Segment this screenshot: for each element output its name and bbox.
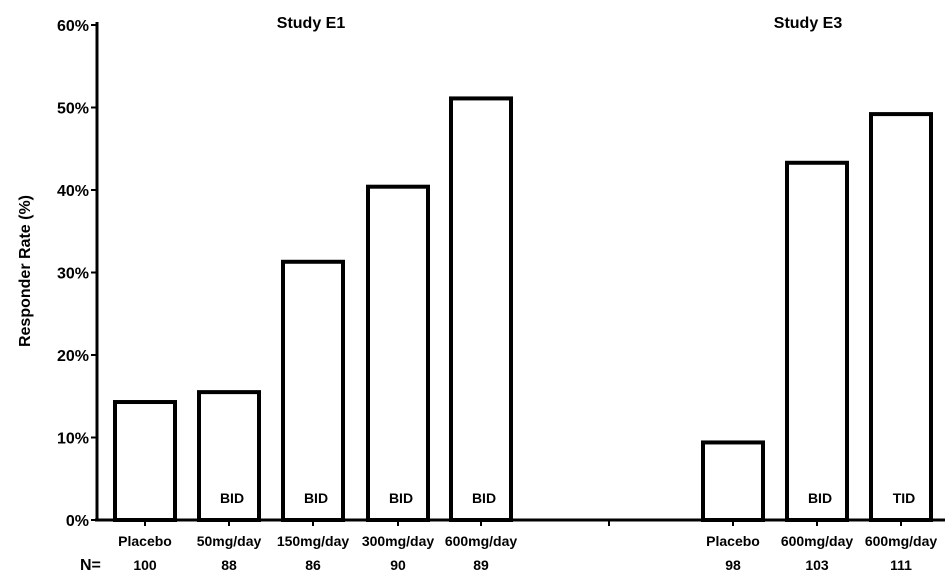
bar — [366, 184, 430, 522]
bar-regimen-label: BID — [472, 490, 496, 506]
x-n-label: 86 — [305, 557, 321, 573]
x-category-label: 50mg/day — [197, 533, 262, 549]
x-category-label: Placebo — [118, 533, 172, 549]
y-axis-title: Responder Rate (%) — [17, 195, 34, 347]
x-n-label: 89 — [473, 557, 489, 573]
bar — [449, 96, 513, 523]
x-n-label: 98 — [725, 557, 741, 573]
x-n-label: 100 — [133, 557, 157, 573]
y-tick-label: 10% — [57, 431, 89, 448]
x-category-label: 600mg/day — [781, 533, 854, 549]
bar — [281, 259, 345, 522]
x-n-label: 88 — [221, 557, 237, 573]
x-n-label: 111 — [890, 557, 912, 573]
bar — [701, 440, 765, 523]
study-title: Study E1 — [277, 15, 346, 32]
bar-regimen-label: TID — [893, 490, 916, 506]
x-category-label: 600mg/day — [445, 533, 518, 549]
bar-regimen-label: BID — [389, 490, 413, 506]
y-tick-label: 40% — [57, 183, 89, 200]
labels: Study E1 Study E3 Placebo 100 BID 50mg/day 88 B… — [118, 15, 937, 573]
y-tick-label: 20% — [57, 348, 89, 365]
x-category-label: Placebo — [706, 533, 760, 549]
x-category-label: 300mg/day — [362, 533, 435, 549]
x-n-label: 103 — [805, 557, 829, 573]
bar — [197, 390, 261, 522]
bar — [785, 160, 849, 522]
y-tick-label: 0% — [66, 513, 89, 530]
x-n-label: 90 — [390, 557, 406, 573]
bar-regimen-label: BID — [220, 490, 244, 506]
bar — [113, 400, 177, 522]
bar-regimen-label: BID — [808, 490, 832, 506]
n-prefix-label: N= — [80, 557, 101, 574]
bar-regimen-label: BID — [304, 490, 328, 506]
bar — [869, 112, 933, 522]
y-tick-label: 50% — [57, 101, 89, 118]
y-tick-label: 60% — [57, 18, 89, 35]
y-tick-label: 30% — [57, 266, 89, 283]
x-category-label: 600mg/day — [865, 533, 938, 549]
bars — [113, 96, 933, 523]
study-title: Study E3 — [774, 15, 843, 32]
y-axis: 0% 10% 20% 30% 40% 50% 60% — [57, 18, 99, 530]
x-category-label: 150mg/day — [277, 533, 350, 549]
